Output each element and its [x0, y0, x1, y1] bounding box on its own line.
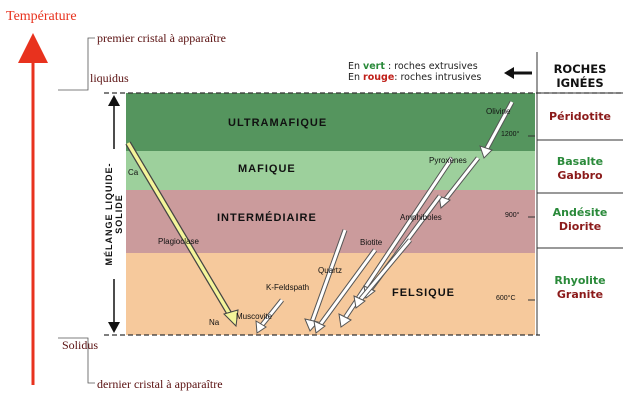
rock-peridotite: Péridotite: [549, 110, 611, 123]
zone-label-ultramafique: ULTRAMAFIQUE: [228, 117, 328, 129]
biotite-arrow: [353, 238, 412, 309]
mineral-muscovite: Muscovite: [236, 312, 273, 321]
mineral-kfeldspath: K-Feldspath: [266, 283, 310, 292]
first-crystal-label: premier cristal à apparaître: [97, 31, 226, 45]
muscovite-arrow: [255, 298, 284, 334]
zone-intermediaire: [126, 190, 535, 253]
mix-label: MÉLANGE LIQUIDE-SOLIDE: [104, 149, 124, 279]
rock-basalte-gabbro: Basalte Gabbro: [556, 155, 604, 182]
mineral-plagioclase: Plagioclase: [158, 237, 199, 246]
mineral-quartz: Quartz: [318, 266, 343, 275]
solidus-label: Solidus: [62, 338, 99, 352]
zone-label-mafique: MAFIQUE: [238, 163, 296, 175]
temperature-label: Température: [6, 9, 77, 24]
mineral-na: Na: [209, 318, 220, 327]
zone-mafique: [126, 151, 535, 190]
kfeldspath-arrow: [313, 248, 378, 334]
rock-rhyolite-granite: Rhyolite Granite: [554, 274, 606, 301]
mineral-ca: Ca: [128, 168, 139, 177]
legend-rouge: rouge: [363, 72, 395, 83]
pyroxenes-arrow: [438, 156, 480, 209]
last-crystal-label: dernier cristal à apparaître: [97, 377, 223, 391]
plagioclase-arrow: [125, 141, 239, 328]
zone-label-felsique: FELSIQUE: [392, 287, 456, 299]
legend-vert: vert: [363, 61, 385, 72]
zone-ultramafique: [126, 93, 535, 151]
mineral-amphiboles: Amphiboles: [400, 213, 442, 222]
mineral-biotite: Biotite: [360, 238, 383, 247]
igneous-title: ROCHES IGNÉES: [553, 62, 607, 90]
legend: En vert : roches extrusives En rouge: ro…: [348, 61, 482, 83]
first-crystal-bracket: [58, 37, 95, 91]
last-crystal-bracket: [58, 337, 95, 384]
temp-1200: 1200°: [501, 131, 520, 138]
liquidus-label: liquidus: [90, 71, 129, 85]
zone-label-intermediaire: INTERMÉDIAIRE: [217, 212, 317, 224]
olivine-arrow: [479, 100, 515, 159]
rock-andesite-diorite: Andésite Diorite: [552, 206, 608, 233]
mineral-pyroxenes: Pyroxènes: [429, 156, 467, 165]
mineral-olivine: Olivine: [486, 107, 511, 116]
temp-600: 600°C: [496, 295, 516, 302]
pyroxenes-long-arrow: [338, 156, 455, 328]
temp-900: 900°: [505, 212, 520, 219]
